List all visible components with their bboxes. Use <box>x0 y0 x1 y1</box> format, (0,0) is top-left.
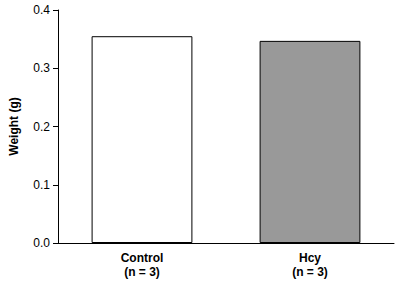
svg-text:Control: Control <box>121 251 164 265</box>
svg-text:Hcy: Hcy <box>299 251 321 265</box>
svg-text:(n = 3): (n = 3) <box>292 265 328 279</box>
svg-text:0.0: 0.0 <box>33 236 50 250</box>
svg-text:Weight (g): Weight (g) <box>7 97 21 155</box>
svg-text:(n = 3): (n = 3) <box>124 265 160 279</box>
svg-text:0.4: 0.4 <box>33 3 50 17</box>
svg-text:0.3: 0.3 <box>33 61 50 75</box>
svg-text:0.1: 0.1 <box>33 178 50 192</box>
svg-text:0.2: 0.2 <box>33 120 50 134</box>
